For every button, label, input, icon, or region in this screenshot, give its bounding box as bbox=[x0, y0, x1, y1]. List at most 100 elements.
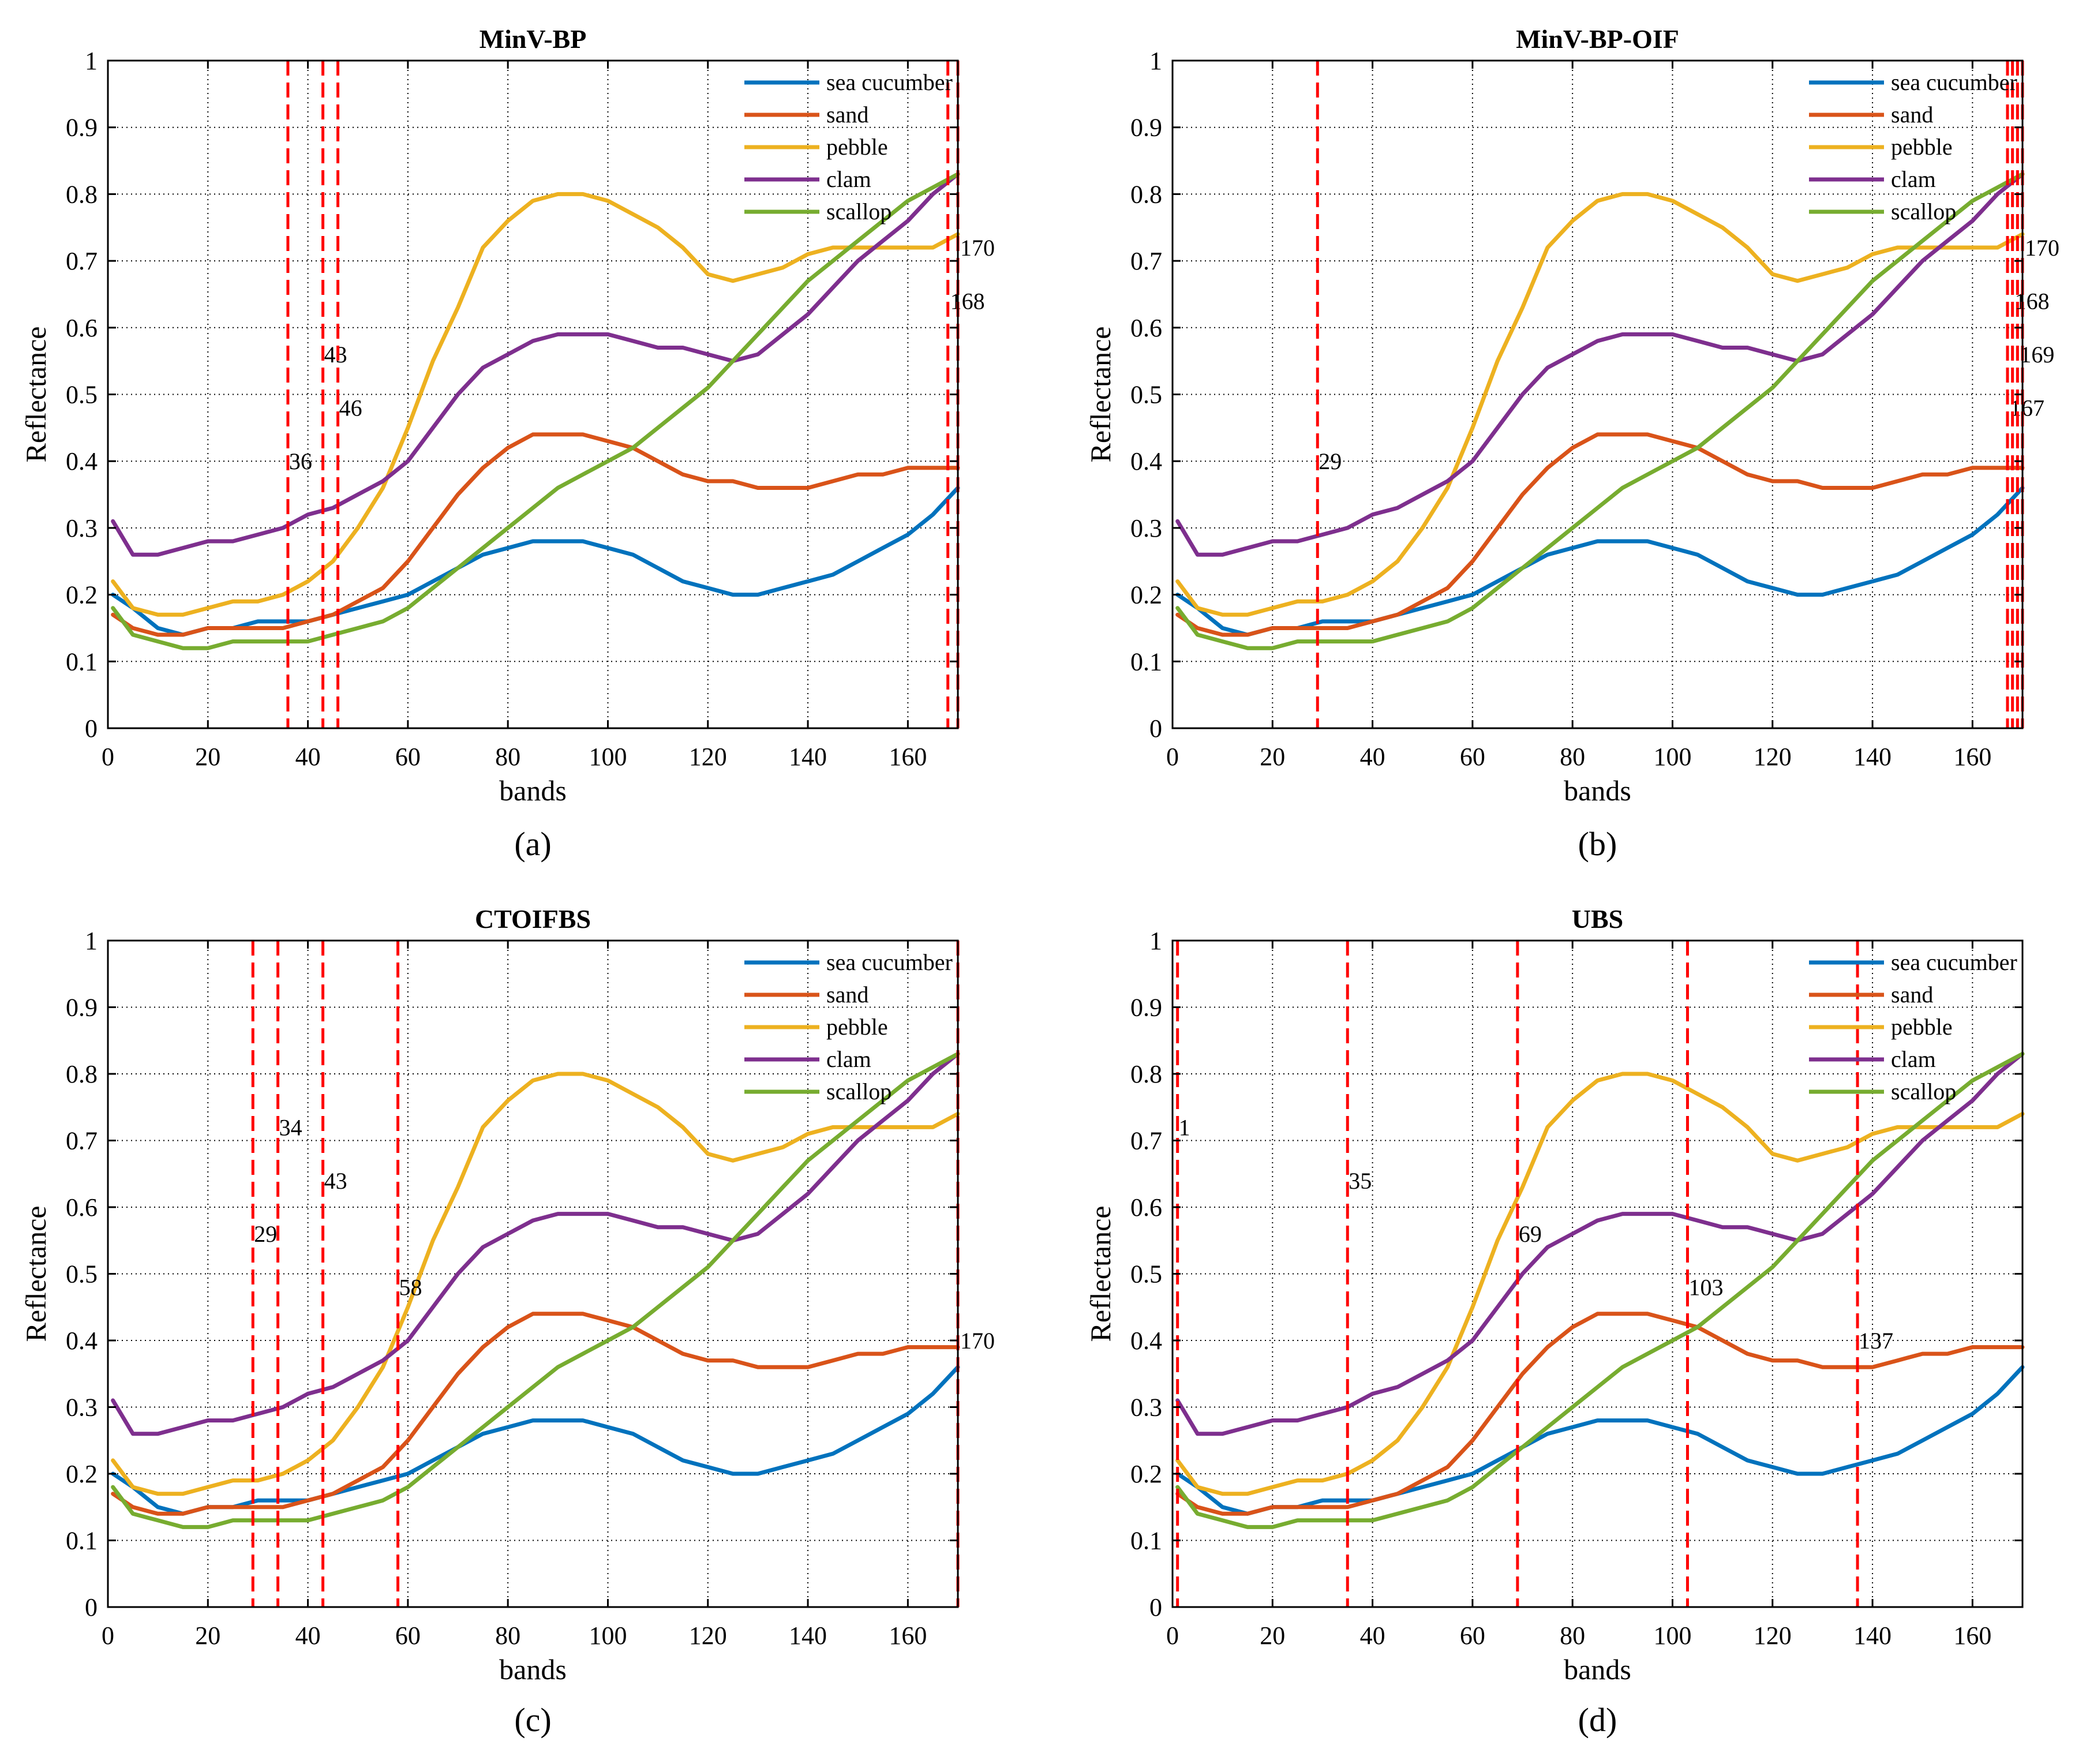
y-tick-label: 0.4 bbox=[66, 447, 98, 475]
legend-label-pebble: pebble bbox=[1891, 1014, 1953, 1040]
x-tick-label: 60 bbox=[395, 743, 421, 771]
selected-band-label: 168 bbox=[950, 289, 985, 314]
x-tick-label: 60 bbox=[395, 1621, 421, 1650]
x-axis-label: bands bbox=[499, 1653, 567, 1686]
legend-label-sand: sand bbox=[1891, 102, 1933, 128]
x-tick-label: 40 bbox=[295, 1621, 321, 1650]
series-line-sea_cucumber bbox=[1175, 486, 2025, 637]
panel-caption: (b) bbox=[1578, 825, 1617, 863]
x-tick-label: 140 bbox=[1853, 743, 1892, 771]
selected-band-label: 34 bbox=[279, 1114, 302, 1140]
legend-label-sea_cucumber: sea cucumber bbox=[1891, 949, 2017, 975]
x-tick-label: 0 bbox=[1166, 743, 1179, 771]
x-tick-label: 40 bbox=[295, 743, 321, 771]
selected-band-label: 36 bbox=[289, 448, 312, 474]
chart-panel-a: 36 43 46 168 170 0 20 40 60 80 100 120 140 160 0 0.1 0.2… bbox=[20, 24, 995, 863]
legend-label-scallop: scallop bbox=[1891, 1078, 1956, 1104]
selected-band-label: 1 bbox=[1179, 1114, 1190, 1140]
legend-label-sand: sand bbox=[1891, 982, 1933, 1008]
x-tick-label: 60 bbox=[1460, 1621, 1485, 1650]
series-line-sand bbox=[1175, 1312, 2025, 1516]
chart-title: UBS bbox=[1572, 904, 1623, 934]
y-axis-label: Reflectance bbox=[1084, 1206, 1117, 1342]
y-tick-label: 0.6 bbox=[66, 314, 98, 342]
x-tick-label: 120 bbox=[689, 743, 727, 771]
y-tick-label: 0.4 bbox=[66, 1327, 98, 1355]
y-tick-label: 0.3 bbox=[66, 514, 98, 542]
y-tick-label: 0.5 bbox=[1130, 1260, 1162, 1289]
y-tick-label: 0 bbox=[85, 1593, 98, 1621]
y-tick-label: 0.1 bbox=[66, 647, 98, 676]
x-tick-label: 160 bbox=[889, 1621, 927, 1650]
y-tick-label: 0 bbox=[85, 714, 98, 743]
legend-label-pebble: pebble bbox=[826, 134, 888, 160]
series-line-clam bbox=[111, 1051, 960, 1436]
x-axis-label: bands bbox=[499, 774, 567, 807]
series-line-scallop bbox=[1175, 172, 2025, 650]
legend-label-sand: sand bbox=[826, 102, 868, 128]
y-tick-label: 0.7 bbox=[66, 1127, 98, 1155]
legend-label-pebble: pebble bbox=[826, 1014, 888, 1040]
x-tick-label: 140 bbox=[789, 1621, 827, 1650]
x-axis-label: bands bbox=[1564, 774, 1631, 807]
y-axis-label: Reflectance bbox=[1084, 327, 1117, 463]
y-tick-label: 0.6 bbox=[1130, 1193, 1162, 1222]
x-tick-label: 100 bbox=[1653, 1621, 1691, 1650]
series-line-scallop bbox=[111, 172, 960, 650]
y-tick-label: 0.2 bbox=[1130, 1460, 1162, 1488]
y-tick-label: 0.9 bbox=[1130, 114, 1162, 142]
y-tick-label: 0.3 bbox=[1130, 514, 1162, 542]
x-tick-label: 20 bbox=[195, 1621, 220, 1650]
y-tick-label: 0.1 bbox=[1130, 647, 1162, 676]
x-tick-label: 40 bbox=[1360, 743, 1385, 771]
series-line-sea_cucumber bbox=[111, 486, 960, 637]
x-tick-label: 100 bbox=[589, 1621, 627, 1650]
chart-title: MinV-BP-OIF bbox=[1516, 24, 1679, 54]
x-tick-label: 80 bbox=[1560, 743, 1585, 771]
x-tick-label: 40 bbox=[1360, 1621, 1385, 1650]
x-tick-label: 120 bbox=[689, 1621, 727, 1650]
selected-band-label: 169 bbox=[2020, 342, 2054, 368]
y-tick-label: 0 bbox=[1149, 1593, 1162, 1621]
series-line-sea_cucumber bbox=[111, 1365, 960, 1516]
x-tick-label: 160 bbox=[1953, 743, 1991, 771]
x-tick-label: 100 bbox=[589, 743, 627, 771]
y-tick-label: 0.5 bbox=[66, 1260, 98, 1289]
legend-label-scallop: scallop bbox=[826, 1078, 892, 1104]
x-tick-label: 80 bbox=[495, 743, 520, 771]
legend-label-sea_cucumber: sea cucumber bbox=[826, 949, 953, 975]
x-tick-label: 100 bbox=[1653, 743, 1691, 771]
x-tick-label: 140 bbox=[1853, 1621, 1892, 1650]
chart-panel-c: 29 34 43 58 170 0 20 40 60 80 100 120 140 160 0 0.1 0.2 0… bbox=[20, 904, 995, 1739]
x-tick-label: 0 bbox=[102, 1621, 114, 1650]
y-tick-label: 0.4 bbox=[1130, 1327, 1162, 1355]
selected-band-label: 103 bbox=[1688, 1275, 1723, 1301]
x-tick-label: 160 bbox=[1953, 1621, 1991, 1650]
panel-caption: (a) bbox=[514, 825, 551, 863]
series-line-pebble bbox=[111, 1072, 960, 1496]
selected-band-label: 170 bbox=[2025, 235, 2059, 261]
y-tick-label: 0.8 bbox=[1130, 1060, 1162, 1088]
x-tick-label: 120 bbox=[1754, 1621, 1792, 1650]
legend-label-scallop: scallop bbox=[1891, 199, 1956, 224]
series-line-clam bbox=[1175, 172, 2025, 557]
y-tick-label: 0.3 bbox=[1130, 1394, 1162, 1422]
y-tick-label: 0.8 bbox=[66, 1060, 98, 1088]
x-tick-label: 0 bbox=[1166, 1621, 1179, 1650]
selected-band-label: 170 bbox=[960, 1328, 995, 1354]
y-tick-label: 0.7 bbox=[1130, 247, 1162, 275]
legend-label-clam: clam bbox=[1891, 1046, 1936, 1072]
x-tick-label: 0 bbox=[102, 743, 114, 771]
x-tick-label: 80 bbox=[495, 1621, 520, 1650]
x-axis-label: bands bbox=[1564, 1653, 1631, 1686]
y-tick-label: 0.5 bbox=[66, 381, 98, 409]
y-tick-label: 0.5 bbox=[1130, 381, 1162, 409]
legend-label-clam: clam bbox=[1891, 166, 1936, 192]
y-tick-label: 0.9 bbox=[66, 994, 98, 1022]
y-tick-label: 0.8 bbox=[66, 180, 98, 208]
legend: sea cucumber sand pebble clam scallop bbox=[744, 949, 953, 1104]
chart-title: CTOIFBS bbox=[475, 904, 591, 934]
legend: sea cucumber sand pebble clam scallop bbox=[744, 69, 953, 224]
series-line-sand bbox=[111, 432, 960, 637]
y-tick-label: 0.7 bbox=[66, 247, 98, 275]
